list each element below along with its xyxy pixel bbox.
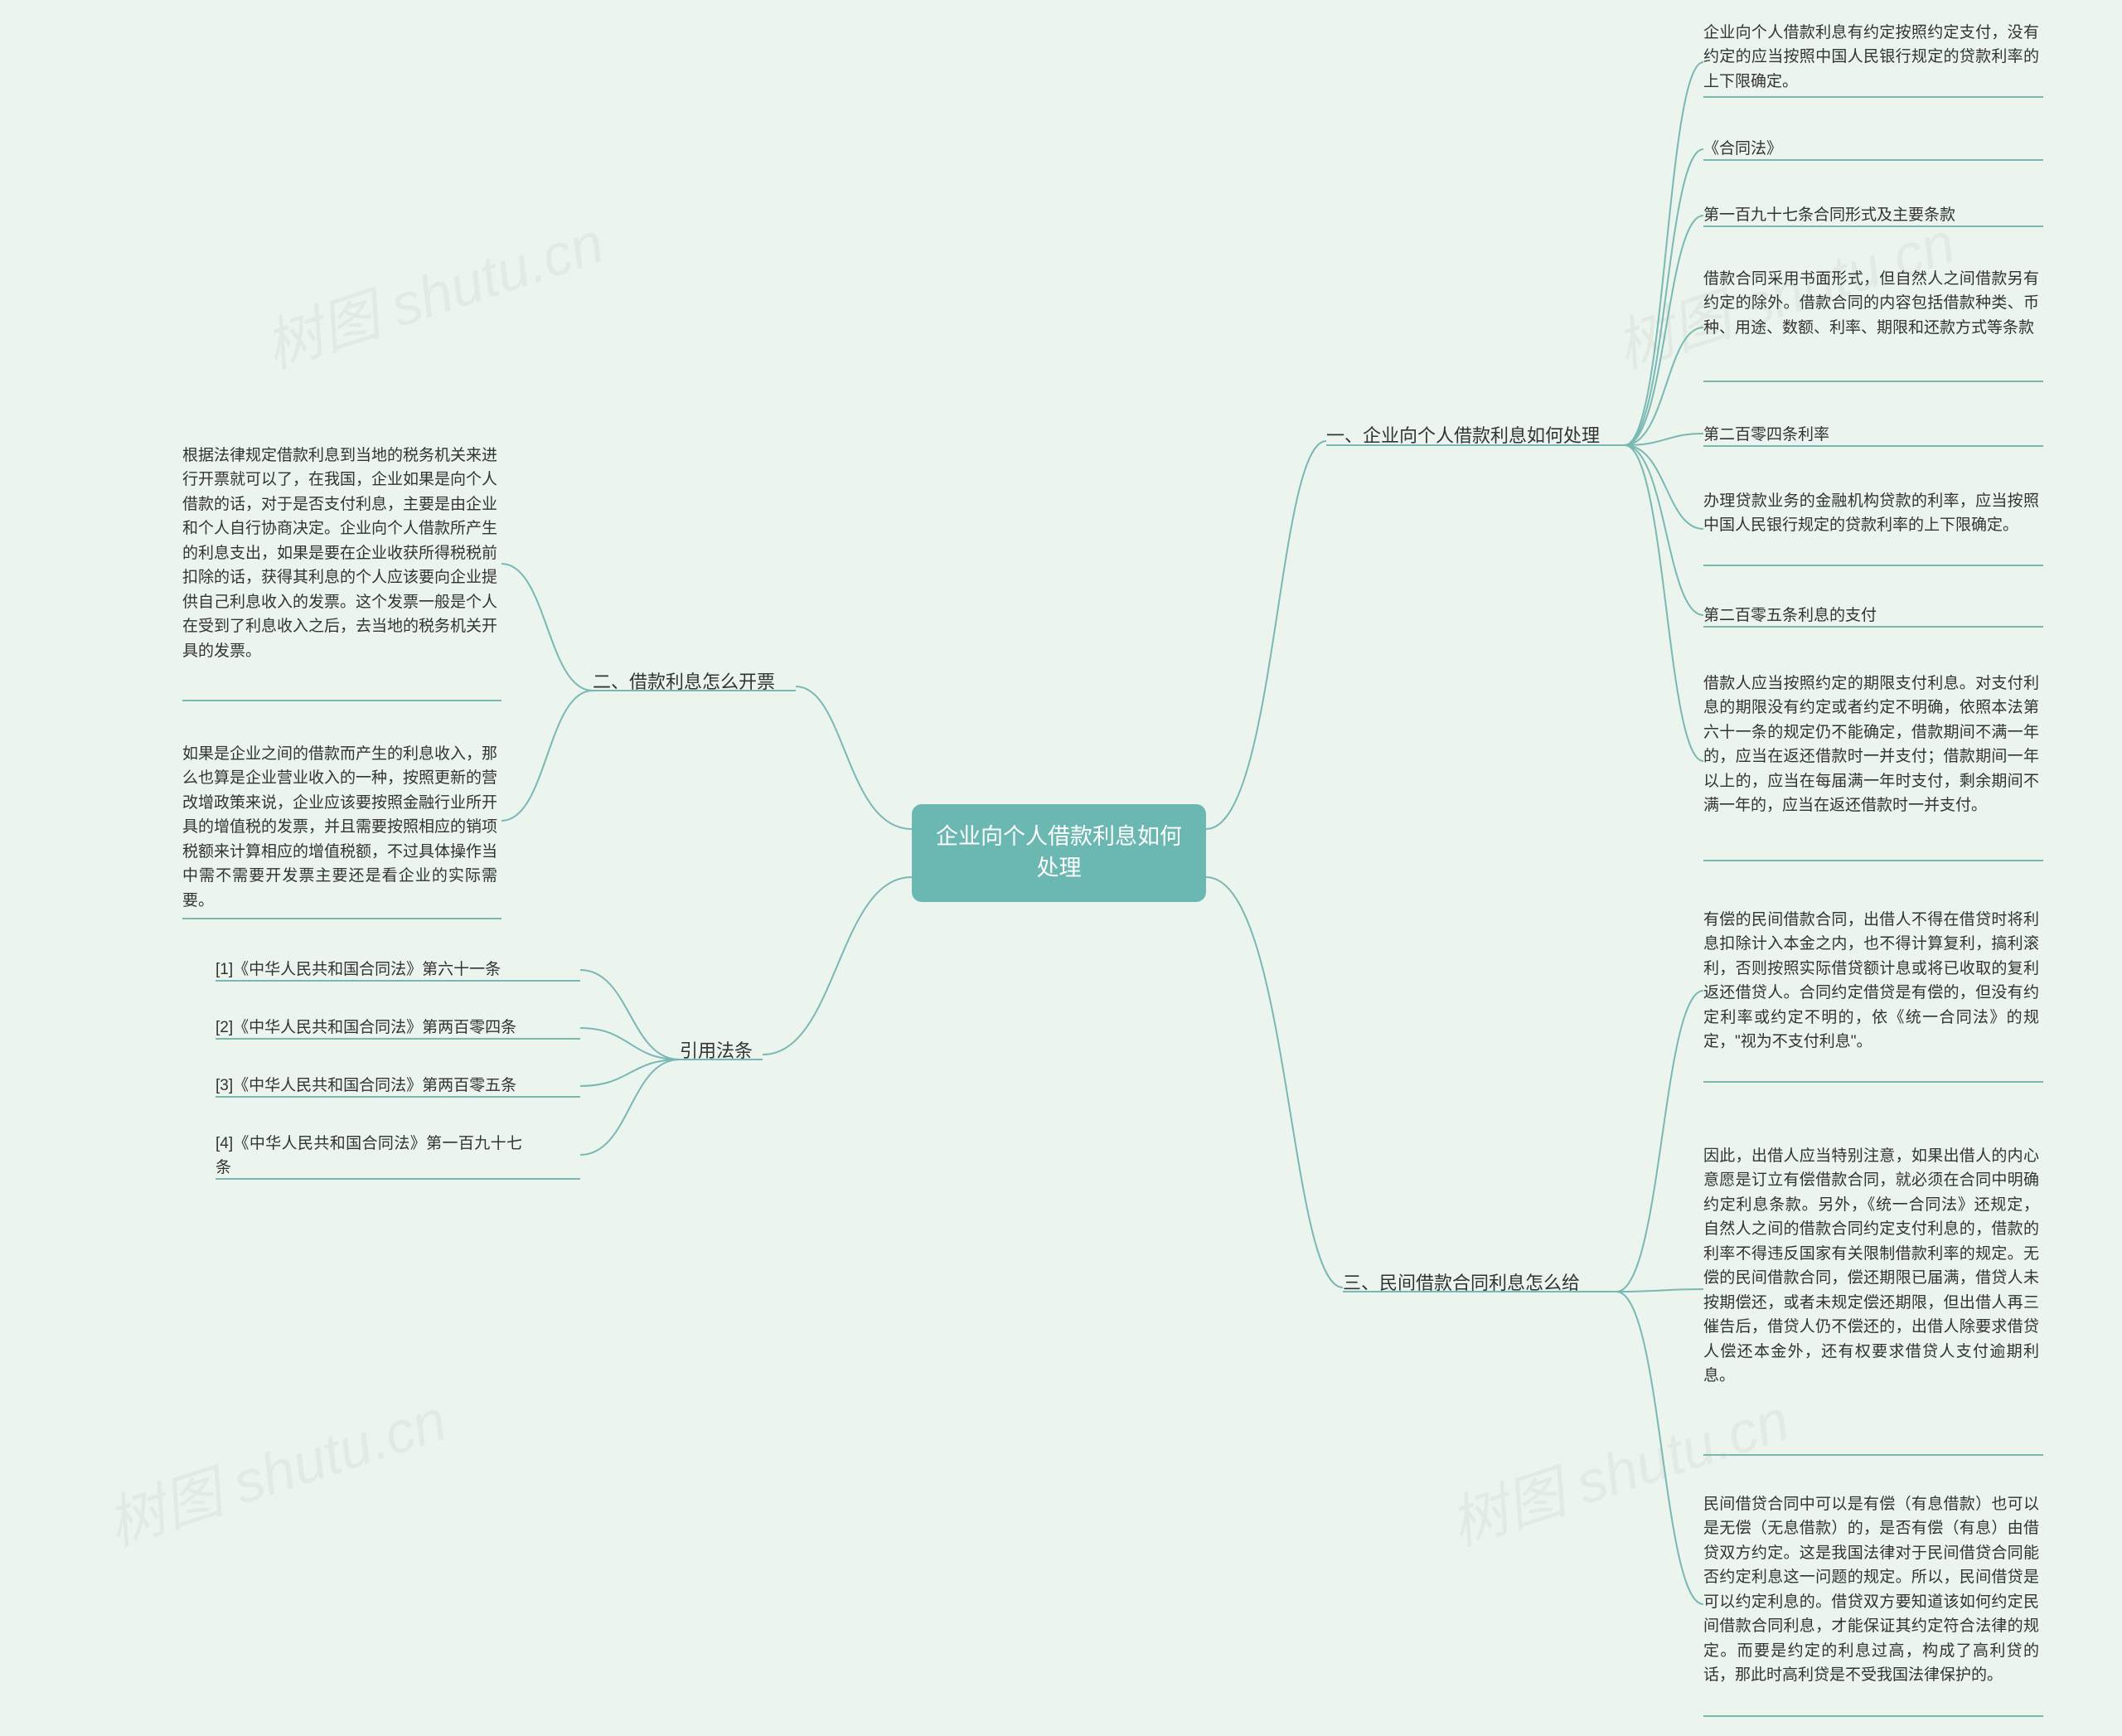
leaf-text: 有偿的民间借款合同，出借人不得在借贷时将利息扣除计入本金之内，也不得计算复利，搞… — [1703, 908, 2039, 1055]
leaf-text: [4]《中华人民共和国合同法》第一百九十七条 — [216, 1132, 522, 1181]
leaf-text: [2]《中华人民共和国合同法》第两百零四条 — [216, 1016, 518, 1040]
leaf-text: [3]《中华人民共和国合同法》第两百零五条 — [216, 1074, 518, 1098]
leaf-text: 借款合同采用书面形式，但自然人之间借款另有约定的除外。借款合同的内容包括借款种类… — [1703, 267, 2039, 340]
leaf-text: 如果是企业之间的借款而产生的利息收入，那么也算是企业营业收入的一种，按照更新的营… — [182, 742, 497, 913]
watermark: 树图 shutu.cn — [95, 1374, 456, 1562]
leaf-text: 企业向个人借款利息有约定按照约定支付，没有约定的应当按照中国人民银行规定的贷款利… — [1703, 21, 2039, 94]
branch-cite-label: 引用法条 — [680, 1036, 753, 1063]
leaf-text: 第一百九十七条合同形式及主要条款 — [1703, 203, 2039, 227]
branch-1-label: 一、企业向个人借款利息如何处理 — [1326, 421, 1600, 448]
leaf-text: 第二百零五条利息的支付 — [1703, 604, 2039, 628]
leaf-text: 《合同法》 — [1703, 137, 2039, 161]
leaf-text: 第二百零四条利率 — [1703, 423, 2039, 447]
leaf-text: [1]《中华人民共和国合同法》第六十一条 — [216, 958, 518, 982]
leaf-text: 因此，出借人应当特别注意，如果出借人的内心意愿是订立有偿借款合同，就必须在合同中… — [1703, 1144, 2039, 1388]
leaf-text: 根据法律规定借款利息到当地的税务机关来进行开票就可以了，在我国，企业如果是向个人… — [182, 444, 497, 663]
root-node: 企业向个人借款利息如何处理 — [912, 804, 1206, 902]
leaf-text: 民间借贷合同中可以是有偿（有息借款）也可以是无偿（无息借款）的，是否有偿（有息）… — [1703, 1492, 2039, 1688]
branch-3-label: 三、民间借款合同利息怎么给 — [1343, 1268, 1580, 1295]
leaf-text: 办理贷款业务的金融机构贷款的利率，应当按照中国人民银行规定的贷款利率的上下限确定… — [1703, 489, 2039, 538]
watermark: 树图 shutu.cn — [253, 196, 613, 385]
leaf-text: 借款人应当按照约定的期限支付利息。对支付利息的期限没有约定或者约定不明确，依照本… — [1703, 672, 2039, 818]
branch-2-label: 二、借款利息怎么开票 — [593, 667, 775, 694]
